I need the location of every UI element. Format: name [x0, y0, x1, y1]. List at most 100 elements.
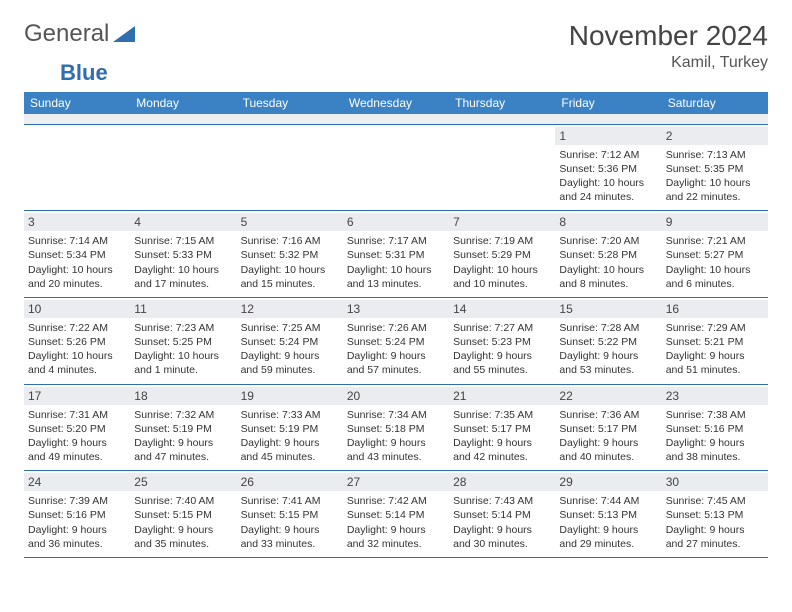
calendar-day-cell: 2 Sunrise: 7:13 AMSunset: 5:35 PMDaylight…: [662, 124, 768, 211]
day-number: 29: [555, 473, 661, 491]
daylight-text: Daylight: 10 hours and 1 minute.: [134, 349, 232, 377]
daylight-text: Daylight: 9 hours and 51 minutes.: [666, 349, 764, 377]
sunrise-text: Sunrise: 7:17 AM: [347, 234, 445, 248]
daylight-text: Daylight: 10 hours and 22 minutes.: [666, 176, 764, 204]
sunrise-text: Sunrise: 7:32 AM: [134, 408, 232, 422]
day-number: 19: [237, 387, 343, 405]
calendar-day-cell: 14Sunrise: 7:27 AMSunset: 5:23 PMDayligh…: [449, 297, 555, 384]
day-info: Sunrise: 7:45 AMSunset: 5:13 PMDaylight:…: [666, 494, 764, 551]
sunrise-text: Sunrise: 7:39 AM: [28, 494, 126, 508]
daylight-text: Daylight: 10 hours and 10 minutes.: [453, 263, 551, 291]
sunset-text: Sunset: 5:21 PM: [666, 335, 764, 349]
day-info: Sunrise: 7:26 AMSunset: 5:24 PMDaylight:…: [347, 321, 445, 378]
day-number: 4: [130, 213, 236, 231]
day-number: 2: [662, 127, 768, 145]
day-number: 16: [662, 300, 768, 318]
sunrise-text: Sunrise: 7:40 AM: [134, 494, 232, 508]
day-info: Sunrise: 7:17 AMSunset: 5:31 PMDaylight:…: [347, 234, 445, 291]
sunset-text: Sunset: 5:13 PM: [559, 508, 657, 522]
sunset-text: Sunset: 5:36 PM: [559, 162, 657, 176]
day-info: Sunrise: 7:41 AMSunset: 5:15 PMDaylight:…: [241, 494, 339, 551]
sunset-text: Sunset: 5:32 PM: [241, 248, 339, 262]
calendar-body: 1Sunrise: 7:12 AMSunset: 5:36 PMDaylight…: [24, 124, 768, 557]
calendar-day-cell: 15Sunrise: 7:28 AMSunset: 5:22 PMDayligh…: [555, 297, 661, 384]
sunrise-text: Sunrise: 7:26 AM: [347, 321, 445, 335]
daylight-text: Daylight: 9 hours and 49 minutes.: [28, 436, 126, 464]
sunrise-text: Sunrise: 7:20 AM: [559, 234, 657, 248]
day-number: 25: [130, 473, 236, 491]
day-info: Sunrise: 7:21 AMSunset: 5:27 PMDaylight:…: [666, 234, 764, 291]
sunset-text: Sunset: 5:14 PM: [347, 508, 445, 522]
sunset-text: Sunset: 5:15 PM: [241, 508, 339, 522]
sunset-text: Sunset: 5:26 PM: [28, 335, 126, 349]
calendar-day-cell: 7Sunrise: 7:19 AMSunset: 5:29 PMDaylight…: [449, 211, 555, 298]
sunrise-text: Sunrise: 7:14 AM: [28, 234, 126, 248]
sunrise-text: Sunrise: 7:15 AM: [134, 234, 232, 248]
weekday-header: Friday: [555, 92, 661, 114]
brand-part1: General: [24, 20, 109, 48]
daylight-text: Daylight: 9 hours and 47 minutes.: [134, 436, 232, 464]
day-info: Sunrise: 7:20 AMSunset: 5:28 PMDaylight:…: [559, 234, 657, 291]
sunset-text: Sunset: 5:15 PM: [134, 508, 232, 522]
daylight-text: Daylight: 9 hours and 59 minutes.: [241, 349, 339, 377]
calendar-day-cell: 12 Sunrise: 7:25 AMSunset: 5:24 PMDayligh…: [237, 297, 343, 384]
sunrise-text: Sunrise: 7:31 AM: [28, 408, 126, 422]
day-number: 5: [237, 213, 343, 231]
calendar-day-cell: 17Sunrise: 7:31 AMSunset: 5:20 PMDayligh…: [24, 384, 130, 471]
day-info: Sunrise: 7:25 AMSunset: 5:24 PMDaylight:…: [241, 321, 339, 378]
daylight-text: Daylight: 9 hours and 40 minutes.: [559, 436, 657, 464]
calendar-day-cell: 1Sunrise: 7:12 AMSunset: 5:36 PMDaylight…: [555, 124, 661, 211]
day-number: 23: [662, 387, 768, 405]
daylight-text: Daylight: 10 hours and 4 minutes.: [28, 349, 126, 377]
day-info: Sunrise: 7:16 AMSunset: 5:32 PMDaylight:…: [241, 234, 339, 291]
day-info: Sunrise: 7:28 AMSunset: 5:22 PMDaylight:…: [559, 321, 657, 378]
daylight-text: Daylight: 9 hours and 45 minutes.: [241, 436, 339, 464]
calendar-week-row: 1Sunrise: 7:12 AMSunset: 5:36 PMDaylight…: [24, 124, 768, 211]
sunrise-text: Sunrise: 7:25 AM: [241, 321, 339, 335]
sunset-text: Sunset: 5:35 PM: [666, 162, 764, 176]
day-number: 13: [343, 300, 449, 318]
calendar-day-cell: 30Sunrise: 7:45 AMSunset: 5:13 PMDayligh…: [662, 471, 768, 558]
sunrise-text: Sunrise: 7:33 AM: [241, 408, 339, 422]
calendar-day-cell: 5 Sunrise: 7:16 AMSunset: 5:32 PMDaylight…: [237, 211, 343, 298]
sunrise-text: Sunrise: 7:35 AM: [453, 408, 551, 422]
daylight-text: Daylight: 9 hours and 33 minutes.: [241, 523, 339, 551]
weekday-header: Tuesday: [237, 92, 343, 114]
sunrise-text: Sunrise: 7:41 AM: [241, 494, 339, 508]
daylight-text: Daylight: 9 hours and 32 minutes.: [347, 523, 445, 551]
calendar-day-cell: [24, 124, 130, 211]
daylight-text: Daylight: 10 hours and 8 minutes.: [559, 263, 657, 291]
sunset-text: Sunset: 5:16 PM: [28, 508, 126, 522]
day-info: Sunrise: 7:34 AMSunset: 5:18 PMDaylight:…: [347, 408, 445, 465]
calendar-week-row: 10Sunrise: 7:22 AMSunset: 5:26 PMDayligh…: [24, 297, 768, 384]
sunrise-text: Sunrise: 7:19 AM: [453, 234, 551, 248]
sunrise-text: Sunrise: 7:13 AM: [666, 148, 764, 162]
daylight-text: Daylight: 9 hours and 30 minutes.: [453, 523, 551, 551]
day-info: Sunrise: 7:38 AMSunset: 5:16 PMDaylight:…: [666, 408, 764, 465]
brand-part2: Blue: [60, 60, 108, 85]
day-number: 9: [662, 213, 768, 231]
weekday-header-row: Sunday Monday Tuesday Wednesday Thursday…: [24, 92, 768, 114]
calendar-day-cell: 23 Sunrise: 7:38 AMSunset: 5:16 PMDayligh…: [662, 384, 768, 471]
sunrise-text: Sunrise: 7:42 AM: [347, 494, 445, 508]
calendar-day-cell: 25Sunrise: 7:40 AMSunset: 5:15 PMDayligh…: [130, 471, 236, 558]
sunrise-text: Sunrise: 7:22 AM: [28, 321, 126, 335]
sunset-text: Sunset: 5:24 PM: [347, 335, 445, 349]
day-info: Sunrise: 7:36 AMSunset: 5:17 PMDaylight:…: [559, 408, 657, 465]
logo-triangle-icon: [113, 26, 135, 42]
sunset-text: Sunset: 5:34 PM: [28, 248, 126, 262]
calendar-day-cell: 26Sunrise: 7:41 AMSunset: 5:15 PMDayligh…: [237, 471, 343, 558]
sunset-text: Sunset: 5:22 PM: [559, 335, 657, 349]
day-info: Sunrise: 7:29 AMSunset: 5:21 PMDaylight:…: [666, 321, 764, 378]
daylight-text: Daylight: 9 hours and 55 minutes.: [453, 349, 551, 377]
calendar-day-cell: 10Sunrise: 7:22 AMSunset: 5:26 PMDayligh…: [24, 297, 130, 384]
day-number: 14: [449, 300, 555, 318]
day-info: Sunrise: 7:35 AMSunset: 5:17 PMDaylight:…: [453, 408, 551, 465]
day-info: Sunrise: 7:12 AMSunset: 5:36 PMDaylight:…: [559, 148, 657, 205]
day-info: Sunrise: 7:13 AMSunset: 5:35 PMDaylight:…: [666, 148, 764, 205]
calendar-week-row: 3Sunrise: 7:14 AMSunset: 5:34 PMDaylight…: [24, 211, 768, 298]
calendar-day-cell: 6Sunrise: 7:17 AMSunset: 5:31 PMDaylight…: [343, 211, 449, 298]
sunrise-text: Sunrise: 7:43 AM: [453, 494, 551, 508]
day-number: 12: [237, 300, 343, 318]
calendar-day-cell: 24Sunrise: 7:39 AMSunset: 5:16 PMDayligh…: [24, 471, 130, 558]
